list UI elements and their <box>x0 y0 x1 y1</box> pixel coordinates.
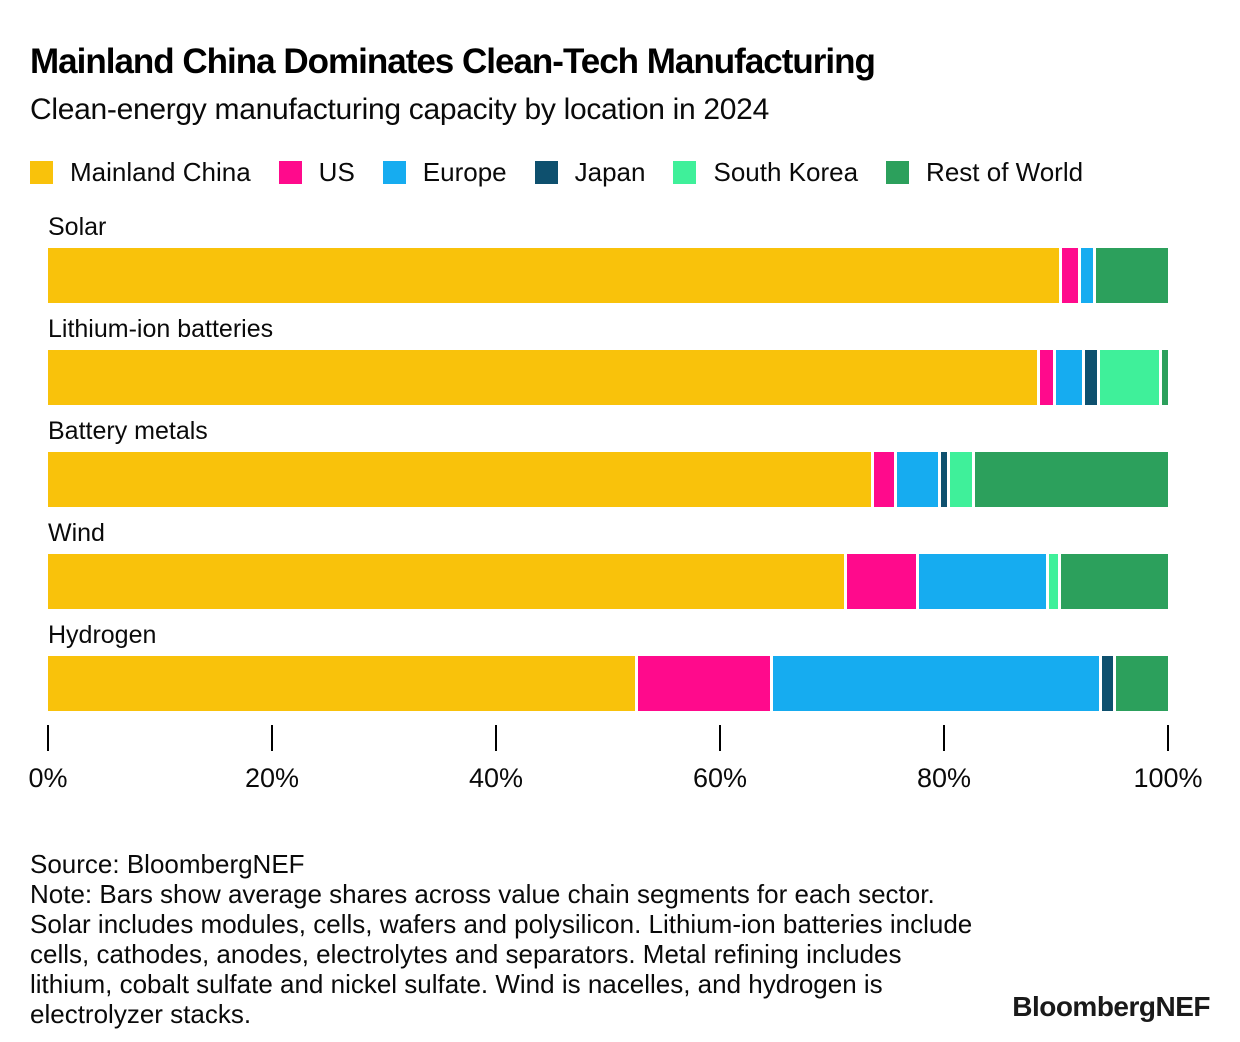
bar-row-label: Solar <box>48 213 107 241</box>
bar-segment-europe <box>1080 248 1093 303</box>
bar-segment-japan <box>1084 350 1097 405</box>
bar-chart: Solar Lithium-ion batteries Battery metals… <box>28 214 1210 797</box>
legend-swatch-icon <box>534 161 558 184</box>
legend-swatch-icon <box>278 161 302 184</box>
bar-segment-south-korea <box>949 452 972 507</box>
axis-tick-line <box>47 725 49 751</box>
bar-segment-us <box>874 452 895 507</box>
bar-track <box>48 350 1169 405</box>
bar-segment-europe <box>919 554 1046 609</box>
legend-label: South Korea <box>713 157 859 187</box>
bar-segment-mainland-china <box>48 350 1037 405</box>
bar-segment-us <box>638 656 771 711</box>
chart-title: Mainland China Dominates Clean-Tech Manu… <box>30 42 876 81</box>
bar-segment-rest-of-world <box>1115 656 1168 711</box>
bar-segment-europe <box>1056 350 1082 405</box>
footer: Source: BloombergNEF Note: Bars show ave… <box>30 849 1210 1029</box>
bar-track <box>48 452 1168 507</box>
bar-track <box>48 554 1168 609</box>
bar-row-label: Wind <box>48 519 105 547</box>
axis-tick-line <box>943 725 945 751</box>
axis-tick-label: 100% <box>1133 763 1203 793</box>
bar-row: Hydrogen <box>48 622 1210 711</box>
bar-segment-south-korea <box>1048 554 1058 609</box>
bar-row: Solar <box>48 214 1210 303</box>
legend: Mainland China US Europe Japan South Korea Re… <box>30 157 1210 188</box>
bar-row-label: Battery metals <box>48 417 208 445</box>
legend-label: Rest of World <box>926 157 1084 187</box>
legend-label: US <box>318 157 355 187</box>
bar-row: Wind <box>48 520 1210 609</box>
legend-item: Mainland China <box>30 157 251 188</box>
bar-segment-mainland-china <box>48 248 1060 303</box>
source-text: Source: BloombergNEF <box>30 849 305 879</box>
bar-row-label: Hydrogen <box>48 621 157 649</box>
legend-item: Japan <box>534 157 646 188</box>
bar-row: Battery metals <box>48 418 1210 507</box>
note-text: Note: Bars show average shares across va… <box>30 879 973 1029</box>
legend-swatch-icon <box>673 161 697 184</box>
bar-segment-europe <box>773 656 1099 711</box>
legend-swatch-icon <box>30 161 53 184</box>
bar-segment-rest-of-world <box>1162 350 1169 405</box>
axis-tick-line <box>271 725 273 751</box>
bar-segment-us <box>1062 248 1078 303</box>
bar-segment-us <box>1039 350 1054 405</box>
bar-segment-japan <box>1101 656 1113 711</box>
legend-item: Europe <box>382 157 507 188</box>
axis-tick-line <box>1167 725 1169 751</box>
axis-tick-line <box>719 725 721 751</box>
bar-segment-europe <box>897 452 938 507</box>
bar-track <box>48 656 1168 711</box>
axis-tick-label: 20% <box>244 763 300 793</box>
axis-tick-label: 60% <box>692 763 748 793</box>
bar-segment-rest-of-world <box>1095 248 1168 303</box>
bar-segment-mainland-china <box>48 452 872 507</box>
axis-tick-label: 40% <box>468 763 524 793</box>
bar-segment-mainland-china <box>48 656 636 711</box>
bar-track <box>48 248 1168 303</box>
bar-segment-us <box>846 554 917 609</box>
axis-tick-line <box>495 725 497 751</box>
bar-row: Lithium-ion batteries <box>48 316 1210 405</box>
legend-swatch-icon <box>382 161 406 184</box>
bar-segment-mainland-china <box>48 554 844 609</box>
bar-row-label: Lithium-ion batteries <box>48 315 274 343</box>
x-axis: 0% 20% 40% 60% 80% 100% <box>28 725 1203 797</box>
bar-segment-rest-of-world <box>1060 554 1168 609</box>
axis-tick-label: 80% <box>916 763 972 793</box>
legend-item: US <box>278 157 355 188</box>
legend-item: Rest of World <box>886 157 1083 188</box>
legend-label: Europe <box>422 157 507 187</box>
legend-item: South Korea <box>673 157 858 188</box>
bar-segment-rest-of-world <box>974 452 1168 507</box>
bloombergnef-logo: BloombergNEF <box>1012 991 1210 1022</box>
axis-tick-label: 0% <box>28 763 68 793</box>
legend-label: Japan <box>574 157 646 187</box>
bar-segment-japan <box>941 452 947 507</box>
bar-segment-south-korea <box>1099 350 1160 405</box>
legend-swatch-icon <box>886 161 910 184</box>
legend-label: Mainland China <box>70 157 251 187</box>
chart-subtitle: Clean-energy manufacturing capacity by l… <box>30 93 769 126</box>
